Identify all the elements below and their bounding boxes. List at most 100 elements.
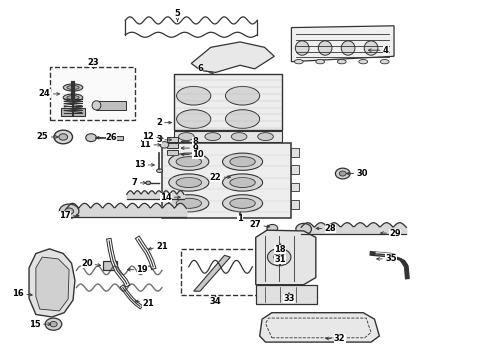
Bar	[167, 137, 177, 141]
Text: 21: 21	[135, 299, 154, 308]
Text: 18: 18	[274, 244, 286, 255]
Ellipse shape	[337, 59, 346, 64]
Polygon shape	[256, 230, 316, 285]
Text: 15: 15	[29, 320, 51, 329]
Ellipse shape	[67, 95, 79, 99]
Text: 17: 17	[59, 211, 79, 220]
Polygon shape	[191, 42, 274, 72]
Ellipse shape	[176, 157, 201, 167]
Ellipse shape	[341, 41, 355, 55]
Bar	[49, 67, 135, 120]
Text: 14: 14	[160, 193, 180, 202]
Text: 29: 29	[381, 229, 401, 238]
Text: 30: 30	[346, 169, 368, 178]
Ellipse shape	[222, 174, 263, 191]
Ellipse shape	[205, 133, 220, 140]
Ellipse shape	[267, 225, 278, 232]
Ellipse shape	[160, 141, 169, 148]
Ellipse shape	[335, 168, 350, 179]
Text: 8: 8	[181, 137, 198, 146]
Ellipse shape	[63, 94, 83, 101]
Ellipse shape	[274, 253, 285, 261]
Ellipse shape	[359, 59, 368, 64]
Ellipse shape	[45, 318, 62, 330]
Ellipse shape	[296, 224, 312, 235]
Text: 10: 10	[181, 150, 204, 159]
Ellipse shape	[169, 195, 209, 212]
Ellipse shape	[178, 133, 194, 140]
Text: 31: 31	[274, 255, 286, 265]
Text: 27: 27	[249, 220, 270, 229]
Text: 12: 12	[143, 132, 163, 141]
Bar	[174, 131, 282, 142]
Ellipse shape	[316, 59, 325, 64]
Ellipse shape	[63, 84, 83, 91]
Text: 24: 24	[39, 89, 59, 98]
Text: 20: 20	[81, 259, 100, 268]
Text: 35: 35	[377, 255, 397, 264]
Text: 6: 6	[197, 64, 213, 74]
Ellipse shape	[176, 198, 201, 208]
Ellipse shape	[258, 133, 273, 140]
Bar	[167, 143, 177, 148]
Ellipse shape	[222, 195, 263, 212]
Ellipse shape	[294, 59, 303, 64]
Text: 7: 7	[132, 178, 146, 187]
Ellipse shape	[157, 169, 162, 172]
Ellipse shape	[230, 198, 255, 208]
Ellipse shape	[176, 110, 211, 129]
Ellipse shape	[86, 134, 97, 141]
Text: 28: 28	[316, 224, 336, 233]
Ellipse shape	[230, 177, 255, 188]
Ellipse shape	[50, 321, 57, 327]
Ellipse shape	[169, 174, 209, 191]
Text: 25: 25	[37, 132, 58, 141]
Text: 4: 4	[368, 46, 389, 55]
Text: 21: 21	[148, 242, 168, 251]
Text: 2: 2	[156, 118, 171, 127]
Polygon shape	[194, 255, 230, 291]
Text: 5: 5	[174, 9, 180, 21]
Text: 34: 34	[210, 296, 221, 306]
Ellipse shape	[169, 153, 209, 170]
Ellipse shape	[275, 239, 286, 247]
Ellipse shape	[295, 41, 309, 55]
Bar	[292, 183, 299, 192]
Bar	[292, 148, 299, 157]
Ellipse shape	[225, 110, 260, 129]
Bar	[292, 200, 299, 209]
Polygon shape	[292, 26, 394, 62]
Text: 9: 9	[181, 144, 198, 153]
Ellipse shape	[339, 171, 346, 176]
Text: 19: 19	[127, 265, 148, 274]
Polygon shape	[36, 257, 69, 311]
Bar	[256, 285, 317, 304]
Text: 23: 23	[88, 58, 99, 69]
Ellipse shape	[54, 130, 73, 144]
Ellipse shape	[146, 181, 151, 185]
Text: 1: 1	[237, 212, 243, 223]
Ellipse shape	[318, 41, 332, 55]
Bar	[97, 101, 126, 110]
Ellipse shape	[59, 134, 68, 140]
Ellipse shape	[364, 41, 378, 55]
Ellipse shape	[225, 86, 260, 105]
Ellipse shape	[268, 248, 291, 266]
Bar	[174, 74, 282, 130]
Bar	[103, 261, 117, 270]
Bar	[167, 150, 177, 154]
Text: 11: 11	[140, 140, 161, 149]
Text: 26: 26	[96, 133, 118, 142]
Text: 33: 33	[283, 293, 294, 303]
Ellipse shape	[92, 101, 101, 110]
Text: 22: 22	[210, 173, 230, 182]
Ellipse shape	[59, 204, 79, 219]
Text: 32: 32	[326, 334, 345, 343]
Bar	[162, 143, 292, 218]
Ellipse shape	[380, 59, 389, 64]
Bar	[181, 249, 260, 296]
Text: 3: 3	[156, 135, 172, 144]
Ellipse shape	[176, 86, 211, 105]
Bar	[111, 135, 123, 140]
Ellipse shape	[231, 133, 247, 140]
